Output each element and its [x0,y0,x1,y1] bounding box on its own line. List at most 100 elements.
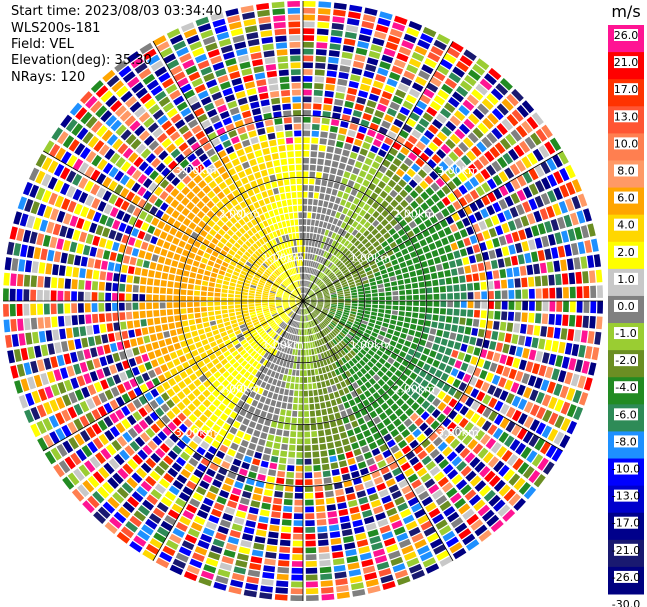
velocity-cell [389,101,401,111]
velocity-cell [371,331,378,338]
velocity-cell [147,440,158,451]
velocity-cell [360,348,367,356]
velocity-cell [372,304,378,309]
velocity-cell [255,305,262,309]
velocity-cell [228,237,236,245]
velocity-cell [313,89,323,97]
velocity-cell [303,82,313,89]
velocity-cell [338,127,348,135]
velocity-cell [262,342,268,349]
velocity-cell [303,103,312,110]
velocity-cell [344,325,351,331]
velocity-cell [314,368,319,375]
velocity-cell [237,317,244,323]
velocity-cell [58,316,65,327]
velocity-cell [219,489,230,499]
velocity-cell [341,114,351,122]
velocity-cell [305,560,317,567]
velocity-cell [346,242,353,249]
velocity-cell [514,217,523,229]
velocity-cell [438,345,446,354]
velocity-cell [278,352,284,359]
velocity-cell [342,283,349,288]
velocity-cell [328,524,340,532]
velocity-cell [181,320,189,327]
velocity-cell [285,478,294,485]
velocity-cell [148,182,158,193]
velocity-cell [480,208,489,219]
velocity-cell [72,173,83,186]
velocity-cell [426,532,440,543]
velocity-cell [296,298,302,301]
velocity-cell [304,411,310,417]
velocity-cell [109,152,121,165]
velocity-cell [475,338,484,347]
velocity-cell [297,288,301,294]
velocity-cell [334,197,342,205]
velocity-cell [444,347,453,356]
velocity-cell [588,270,596,283]
velocity-cell [279,457,287,464]
velocity-cell [458,528,472,540]
velocity-cell [249,287,256,291]
velocity-cell [263,489,273,497]
velocity-cell [308,306,313,312]
velocity-cell [112,293,118,301]
velocity-cell [243,433,252,442]
velocity-cell [423,526,436,537]
velocity-cell [424,478,436,489]
velocity-cell [259,255,266,262]
velocity-cell [281,242,286,249]
velocity-cell [499,390,509,402]
velocity-cell [166,143,177,154]
velocity-cell [449,542,463,554]
velocity-cell [239,349,247,356]
velocity-cell [239,424,248,432]
velocity-cell [364,135,374,144]
velocity-cell [419,94,431,105]
velocity-cell [275,297,282,299]
velocity-cell [98,292,105,301]
velocity-cell [351,67,363,76]
velocity-cell [420,191,430,201]
velocity-cell [343,171,351,179]
velocity-cell [330,275,336,280]
velocity-cell [582,271,589,284]
velocity-cell [286,471,295,479]
velocity-cell [104,389,114,401]
velocity-cell [348,264,355,271]
velocity-cell [104,429,115,442]
velocity-cell [292,306,298,311]
velocity-cell [392,232,400,240]
velocity-cell [154,174,165,185]
velocity-cell [347,499,358,508]
velocity-cell [128,216,138,226]
velocity-cell [353,448,362,457]
velocity-cell [277,328,283,335]
velocity-cell [528,312,535,323]
velocity-cell [72,158,84,171]
velocity-cell [367,361,374,368]
velocity-cell [528,198,538,211]
velocity-cell [96,187,106,199]
velocity-cell [143,233,152,242]
velocity-cell [346,407,353,416]
velocity-cell [316,293,323,297]
velocity-cell [202,159,212,168]
velocity-cell [284,291,290,295]
velocity-cell [173,308,180,315]
velocity-cell [332,218,339,225]
velocity-cell [316,307,322,311]
velocity-cell [275,302,282,304]
velocity-cell [237,170,246,179]
velocity-cell [246,273,254,279]
velocity-cell [310,219,315,226]
velocity-cell [120,526,134,539]
velocity-cell [119,283,126,292]
velocity-cell [315,354,319,361]
velocity-cell [154,366,163,376]
velocity-cell [363,221,371,229]
velocity-cell [176,46,189,57]
velocity-cell [534,237,543,249]
velocity-cell [469,456,481,468]
